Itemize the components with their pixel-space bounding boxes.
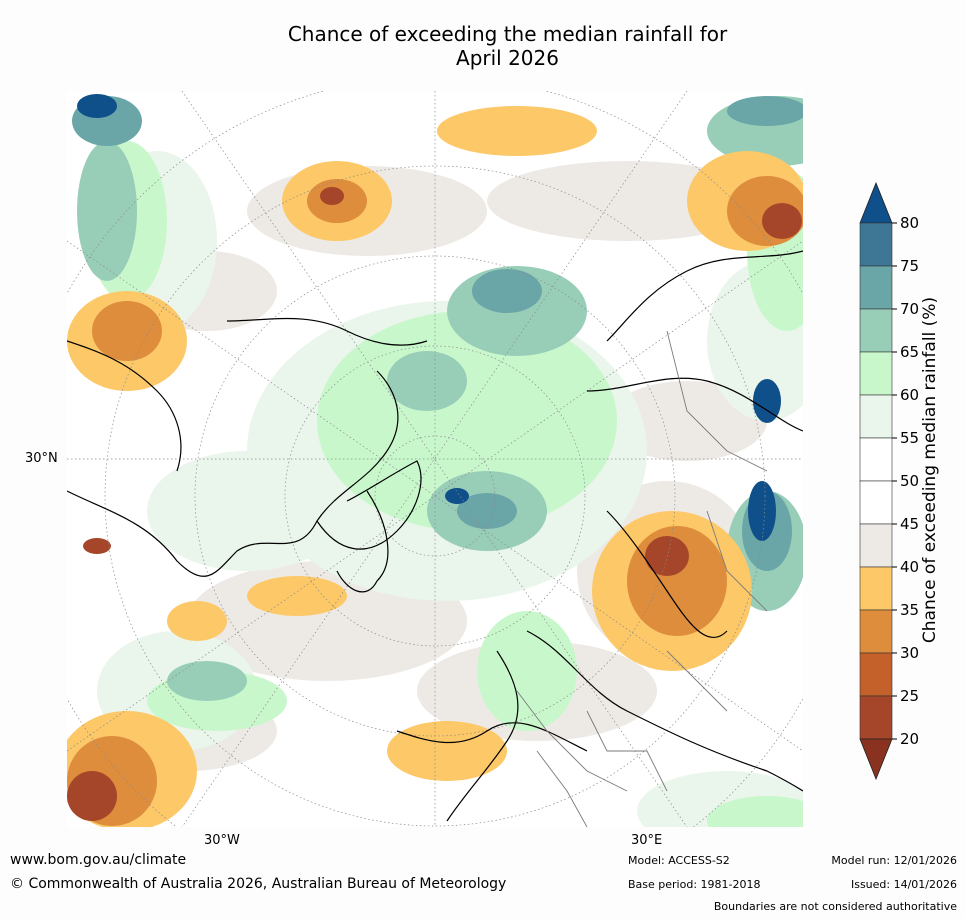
colorbar-tick-label: 35 <box>900 601 919 619</box>
map-title: Chance of exceeding the median rainfall … <box>0 22 965 70</box>
colorbar-band <box>859 566 893 611</box>
colorbar-band <box>859 394 893 439</box>
colorbar-band <box>859 265 893 310</box>
colorbar-band <box>859 351 893 396</box>
website-link[interactable]: www.bom.gov.au/climate <box>10 852 187 868</box>
colorbar-tick-label: 60 <box>900 386 919 404</box>
colorbar-tick-label: 70 <box>900 300 919 318</box>
country-borders <box>516 330 768 827</box>
colorbar: 80 75 70 65 60 55 50 45 40 35 30 25 20 <box>855 180 965 790</box>
colorbar-tick-label: 40 <box>900 558 919 576</box>
title-line-1: Chance of exceeding the median rainfall … <box>287 22 728 46</box>
coastlines <box>67 250 803 822</box>
colorbar-svg: 80 75 70 65 60 55 50 45 40 35 30 25 20 <box>859 181 919 781</box>
graticule <box>67 91 803 827</box>
colorbar-band <box>859 695 893 740</box>
lat-label-30n: 30°N <box>25 451 58 466</box>
colorbar-tick-label: 20 <box>900 730 919 748</box>
colorbar-tick-label: 55 <box>900 429 919 447</box>
colorbar-band <box>859 609 893 654</box>
lon-label-30e: 30°E <box>631 833 663 848</box>
colorbar-extend-lower <box>859 738 893 781</box>
blue-patches <box>77 94 781 541</box>
polar-map <box>67 91 803 827</box>
copyright-text: © Commonwealth of Australia 2026, Austra… <box>10 876 507 892</box>
colorbar-band <box>859 222 893 267</box>
colorbar-band <box>859 523 893 568</box>
colorbar-band <box>859 480 893 525</box>
colorbar-tick-label: 75 <box>900 257 919 275</box>
colorbar-tick-label: 25 <box>900 687 919 705</box>
colorbar-tick-label: 80 <box>900 214 919 232</box>
colorbar-extend-upper <box>859 181 893 224</box>
colorbar-tick-label: 65 <box>900 343 919 361</box>
issued-date: Issued: 14/01/2026 <box>850 878 957 891</box>
colorbar-tick-label: 45 <box>900 515 919 533</box>
model-run-date: Model run: 12/01/2026 <box>831 854 957 867</box>
colorbar-band <box>859 308 893 353</box>
model-name: Model: ACCESS-S2 <box>628 854 730 867</box>
lon-label-30w: 30°W <box>204 833 240 848</box>
colorbar-band <box>859 437 893 482</box>
boundary-disclaimer: Boundaries are not considered authoritat… <box>713 900 957 913</box>
colorbar-label: Chance of exceeding median rainfall (%) <box>920 296 940 644</box>
base-period: Base period: 1981-2018 <box>628 878 761 891</box>
map-canvas <box>67 91 803 827</box>
colorbar-band <box>859 652 893 697</box>
title-line-2: April 2026 <box>456 46 559 70</box>
colorbar-tick-label: 30 <box>900 644 919 662</box>
brown-patches <box>67 187 802 821</box>
colorbar-tick-label: 50 <box>900 472 919 490</box>
